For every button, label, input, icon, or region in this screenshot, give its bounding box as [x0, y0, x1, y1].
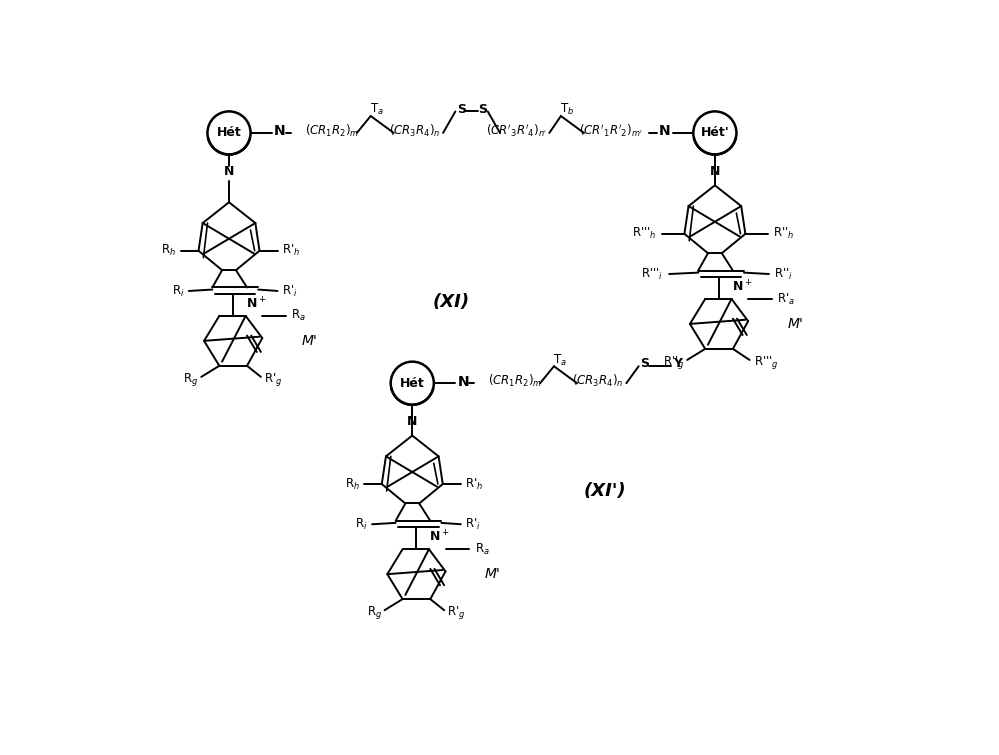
Text: R''$_g$: R''$_g$	[662, 354, 684, 371]
Text: Y: Y	[672, 357, 681, 371]
Text: T$_a$: T$_a$	[370, 102, 384, 117]
Text: S: S	[640, 357, 649, 371]
Text: S: S	[479, 103, 488, 116]
Text: M': M'	[302, 334, 318, 348]
Text: R'$_g$: R'$_g$	[447, 605, 466, 621]
Text: $(CR_1R_2)_m$: $(CR_1R_2)_m$	[489, 373, 542, 389]
Text: (XI): (XI)	[433, 294, 470, 311]
Text: R$_i$: R$_i$	[356, 516, 368, 532]
Text: N: N	[224, 165, 234, 178]
Text: R$_g$: R$_g$	[183, 371, 199, 388]
Text: N: N	[709, 165, 720, 178]
Text: N: N	[407, 415, 418, 428]
Text: Hét: Hét	[400, 377, 425, 390]
Text: S: S	[458, 103, 467, 116]
Text: R$_g$: R$_g$	[367, 605, 382, 621]
Text: $(CR'_3R'_4)_{n'}$: $(CR'_3R'_4)_{n'}$	[487, 122, 547, 139]
Text: $(CR_3R_4)_n$: $(CR_3R_4)_n$	[389, 122, 441, 139]
Text: R$_h$: R$_h$	[162, 243, 177, 258]
Text: R'$_h$: R'$_h$	[465, 476, 484, 492]
Text: R'''$_h$: R'''$_h$	[632, 226, 656, 242]
Text: R'$_a$: R'$_a$	[777, 291, 795, 307]
Text: R''$_h$: R''$_h$	[773, 226, 794, 242]
Text: R$_h$: R$_h$	[345, 476, 360, 492]
Text: Hét: Hét	[217, 126, 242, 140]
Text: R$_i$: R$_i$	[172, 283, 185, 298]
Text: R$_a$: R$_a$	[292, 308, 306, 323]
Text: R'$_g$: R'$_g$	[264, 371, 282, 388]
Text: Hét': Hét'	[700, 126, 729, 140]
Text: R''$_i$: R''$_i$	[774, 267, 793, 282]
Text: $(CR'_1R'_2)_{m'}$: $(CR'_1R'_2)_{m'}$	[578, 122, 643, 139]
Text: R'$_i$: R'$_i$	[282, 283, 298, 298]
Text: N$^+$: N$^+$	[429, 530, 450, 545]
Text: (XI'): (XI')	[583, 482, 626, 500]
Text: T$_b$: T$_b$	[560, 102, 574, 117]
Text: R'$_i$: R'$_i$	[465, 516, 481, 532]
Text: N: N	[458, 374, 469, 389]
Text: M': M'	[485, 567, 500, 581]
Text: R'''$_i$: R'''$_i$	[641, 267, 663, 282]
Text: R'''$_g$: R'''$_g$	[753, 354, 778, 371]
Text: R'$_h$: R'$_h$	[282, 243, 300, 258]
Text: N$^+$: N$^+$	[246, 297, 267, 312]
Text: $(CR_1R_2)_m$: $(CR_1R_2)_m$	[305, 122, 360, 139]
Text: N$^+$: N$^+$	[731, 279, 752, 294]
Text: $(CR_3R_4)_n$: $(CR_3R_4)_n$	[572, 373, 623, 389]
Text: T$_a$: T$_a$	[553, 353, 567, 368]
Text: N: N	[274, 125, 286, 138]
Text: M': M'	[787, 317, 803, 331]
Text: N: N	[659, 125, 670, 138]
Text: R$_a$: R$_a$	[475, 541, 490, 556]
